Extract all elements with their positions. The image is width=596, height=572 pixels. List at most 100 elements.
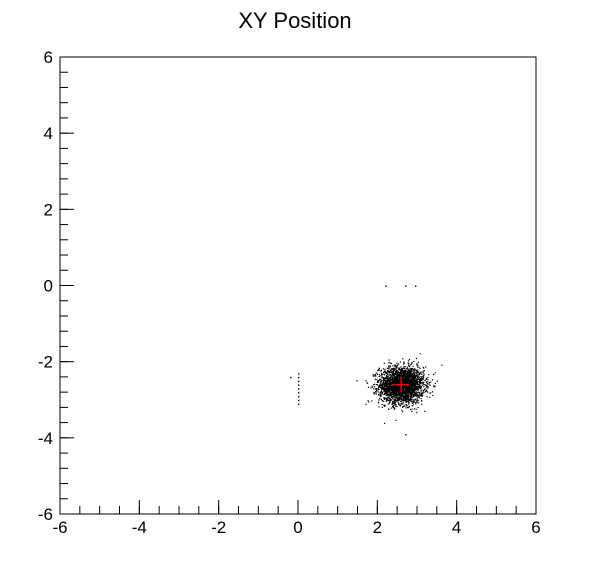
data-point (390, 388, 393, 391)
data-point (403, 383, 405, 385)
data-point (390, 394, 392, 396)
data-point (404, 394, 407, 397)
data-point (404, 399, 407, 401)
data-point (405, 376, 407, 378)
data-point (402, 358, 404, 360)
data-point (413, 391, 416, 394)
data-point (423, 386, 425, 388)
data-point (380, 375, 382, 377)
data-point (397, 377, 399, 379)
data-point (397, 376, 399, 378)
data-point (409, 379, 411, 381)
data-point (386, 379, 388, 381)
data-point (420, 399, 423, 402)
data-point (390, 384, 392, 386)
data-point (375, 375, 377, 377)
data-point (402, 375, 404, 377)
data-point (377, 402, 380, 404)
data-point (401, 395, 403, 397)
data-point (394, 389, 396, 392)
data-point (393, 374, 396, 376)
data-point (415, 400, 418, 402)
data-point (412, 388, 415, 390)
data-point (398, 374, 400, 376)
data-point (380, 396, 382, 398)
data-point (406, 395, 408, 397)
data-point (387, 376, 389, 378)
data-point (407, 396, 409, 398)
data-point (400, 403, 402, 405)
data-point (378, 385, 380, 388)
data-point (385, 393, 387, 395)
data-point (411, 379, 414, 381)
data-point (396, 397, 398, 399)
y-tick-label: 2 (44, 200, 53, 219)
data-point (424, 410, 426, 413)
data-point (298, 392, 300, 394)
data-point (419, 371, 421, 373)
data-point (404, 405, 406, 407)
data-point (421, 394, 423, 396)
data-point (431, 379, 434, 381)
data-point (389, 394, 392, 396)
data-point (412, 396, 414, 399)
data-point (408, 397, 410, 399)
data-point (412, 383, 415, 385)
data-point (386, 398, 388, 400)
data-point (383, 373, 385, 375)
data-point (422, 394, 424, 396)
data-point (393, 390, 396, 392)
data-point (395, 396, 397, 398)
data-point (403, 376, 405, 378)
data-point (380, 372, 383, 375)
data-point (414, 376, 416, 379)
data-point (404, 396, 406, 398)
data-point (416, 366, 419, 368)
data-point (388, 397, 390, 399)
data-point (395, 375, 397, 377)
data-point (419, 367, 421, 370)
data-point (397, 380, 399, 382)
data-point (373, 388, 375, 390)
data-point (366, 382, 369, 384)
data-point (409, 382, 411, 384)
data-point (417, 376, 419, 378)
data-point (428, 381, 430, 384)
data-point (400, 367, 403, 370)
data-point (395, 376, 397, 379)
data-point (416, 387, 419, 390)
data-point (408, 393, 410, 395)
data-point (423, 370, 426, 372)
data-point (380, 387, 382, 389)
data-point (394, 377, 396, 379)
data-point (386, 371, 388, 374)
data-point (414, 383, 417, 386)
data-point (402, 399, 404, 402)
data-point (391, 391, 393, 393)
data-point (411, 388, 413, 390)
data-point (388, 389, 390, 391)
data-point (399, 404, 402, 406)
data-point (380, 391, 382, 393)
data-point (406, 404, 408, 406)
data-point (426, 383, 429, 385)
data-point (424, 384, 426, 386)
data-point (376, 383, 378, 386)
data-point (396, 382, 398, 384)
data-point (391, 390, 393, 392)
data-point (396, 393, 398, 395)
data-point (409, 364, 411, 366)
data-point (425, 381, 428, 384)
data-point (422, 389, 424, 391)
data-point (415, 399, 417, 401)
data-point (385, 381, 387, 383)
data-point (420, 376, 422, 378)
data-point (390, 389, 392, 391)
data-point (400, 369, 402, 371)
data-point (390, 369, 392, 371)
data-point (395, 419, 397, 421)
data-point (414, 390, 416, 392)
data-point (377, 391, 379, 393)
data-point (375, 392, 377, 394)
data-point (298, 376, 300, 379)
